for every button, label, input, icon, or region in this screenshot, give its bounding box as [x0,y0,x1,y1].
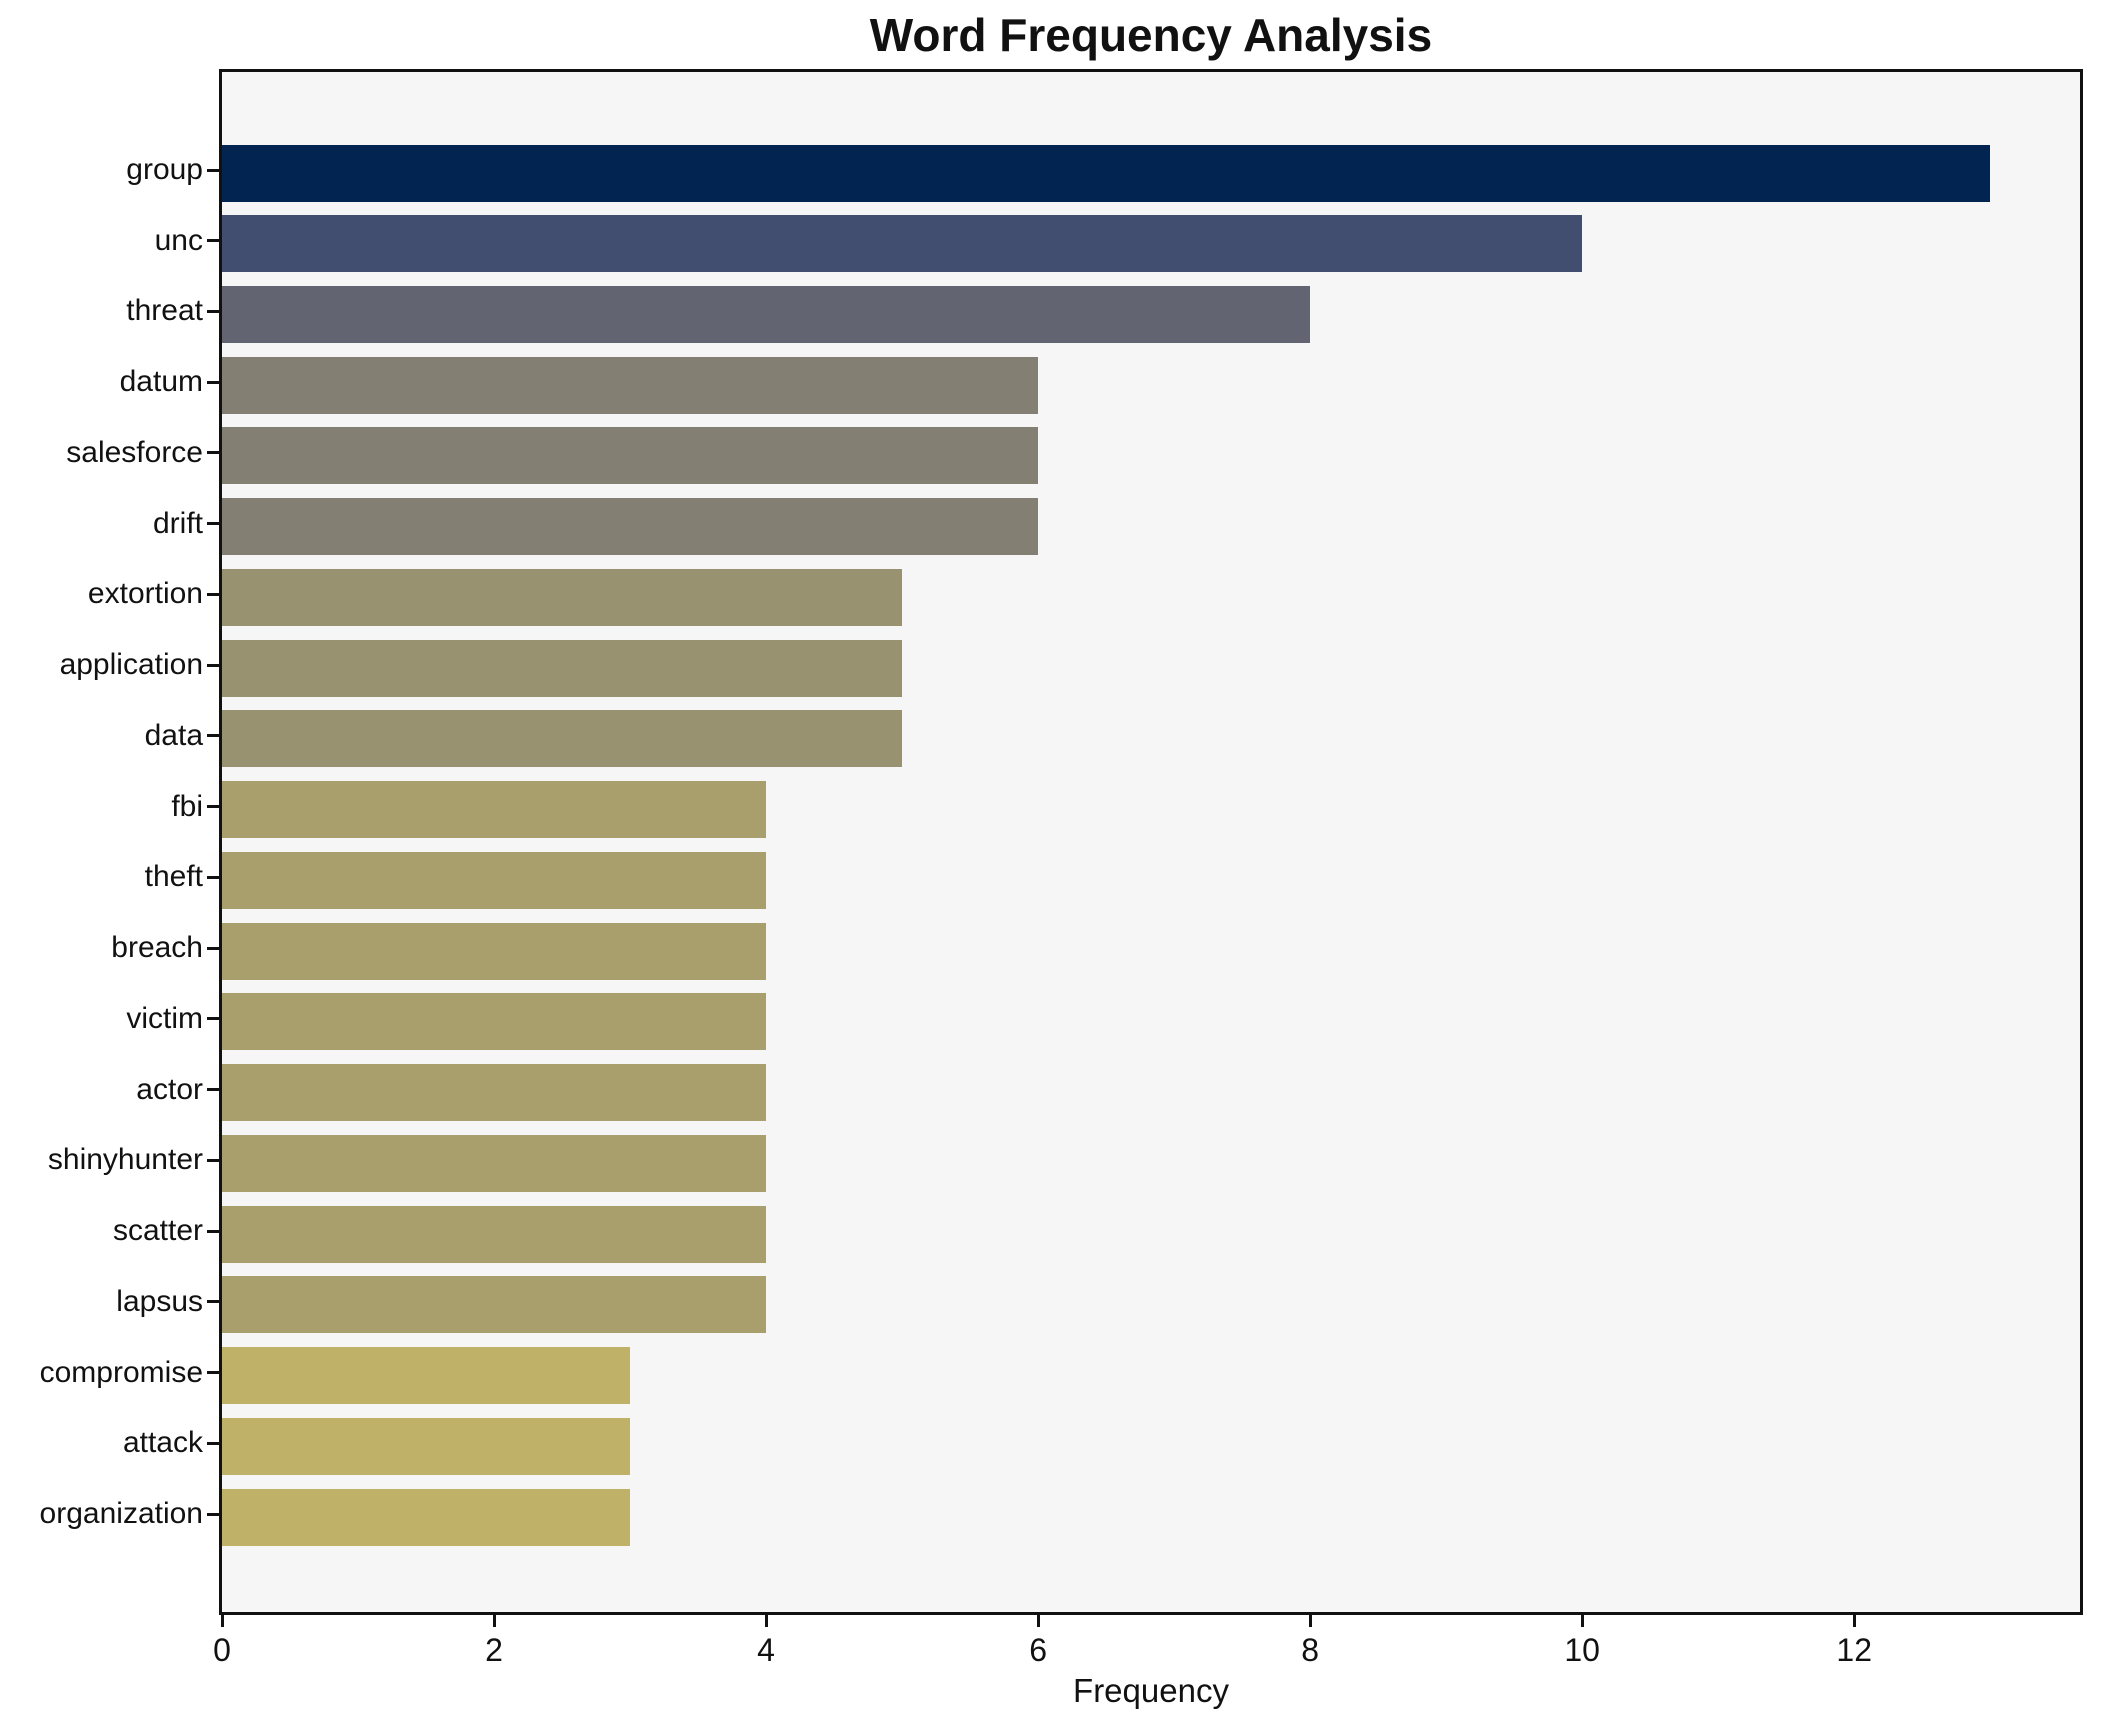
y-tick-mark [207,168,219,172]
y-tick-mark [207,663,219,667]
x-tick-label-4: 4 [757,1632,775,1668]
y-tick-label-attack: attack [122,1426,203,1460]
bar-salesforce [222,427,1038,485]
bar-actor [222,1064,766,1122]
y-tick-mark [207,239,219,243]
y-tick-mark [207,875,219,879]
bar-theft [222,851,766,909]
x-tick-mark [1580,1615,1584,1627]
x-axis-label: Frequency [1073,1672,1229,1709]
bar-breach [222,922,766,980]
y-tick-mark [207,1300,219,1304]
y-tick-mark [207,592,219,596]
bar-threat [222,285,1310,343]
bar-data [222,710,902,768]
y-tick-label-breach: breach [111,931,203,965]
y-tick-mark [207,805,219,809]
y-tick-label-extortion: extortion [87,577,203,611]
y-tick-label-scatter: scatter [112,1214,203,1248]
bar-fbi [222,781,766,839]
y-tick-mark [207,1088,219,1092]
x-tick-label-6: 6 [1029,1632,1047,1668]
bar-victim [222,993,766,1051]
y-tick-label-theft: theft [144,860,203,894]
y-tick-mark [207,1229,219,1233]
x-tick-mark [1308,1615,1312,1627]
y-tick-label-application: application [59,648,203,682]
y-tick-mark [207,1158,219,1162]
x-tick-mark [492,1615,496,1627]
y-tick-mark [207,1441,219,1445]
bar-attack [222,1417,630,1475]
y-tick-mark [207,522,219,526]
x-tick-label-2: 2 [485,1632,503,1668]
y-tick-mark [207,946,219,950]
y-tick-label-fbi: fbi [171,789,203,823]
bar-drift [222,498,1038,556]
bar-compromise [222,1347,630,1405]
y-tick-mark [207,380,219,384]
x-tick-mark [220,1615,224,1627]
y-tick-label-compromise: compromise [39,1355,203,1389]
bar-extortion [222,568,902,626]
y-tick-label-data: data [144,718,203,752]
y-tick-label-unc: unc [154,223,203,257]
plot-area [219,69,2083,1615]
x-tick-mark [1036,1615,1040,1627]
y-tick-mark [207,1371,219,1375]
x-tick-label-0: 0 [213,1632,231,1668]
y-tick-label-salesforce: salesforce [66,435,203,469]
y-tick-label-group: group [126,153,203,186]
y-tick-label-drift: drift [152,506,203,540]
y-tick-label-actor: actor [136,1072,203,1106]
bar-group [222,144,1990,202]
y-tick-label-organization: organization [39,1497,203,1531]
y-tick-mark [207,734,219,738]
y-tick-mark [207,1017,219,1021]
y-tick-label-threat: threat [126,294,203,328]
x-tick-mark [764,1615,768,1627]
x-tick-label-10: 10 [1564,1632,1600,1668]
y-tick-mark [207,451,219,455]
y-tick-mark [207,309,219,313]
y-tick-label-victim: victim [126,1001,203,1035]
x-tick-label-8: 8 [1301,1632,1320,1668]
bar-scatter [222,1205,766,1263]
bar-datum [222,356,1038,414]
x-tick-label-12: 12 [1836,1632,1872,1668]
bar-lapsus [222,1276,766,1334]
bar-application [222,639,902,697]
y-tick-mark [207,1512,219,1516]
bar-unc [222,215,1582,273]
y-tick-label-shinyhunter: shinyhunter [47,1143,203,1177]
chart-title: Word Frequency Analysis [869,9,1433,61]
x-tick-mark [1852,1615,1856,1627]
y-tick-label-lapsus: lapsus [116,1284,203,1318]
bar-organization [222,1488,630,1546]
bar-shinyhunter [222,1134,766,1192]
y-tick-label-datum: datum [119,365,203,399]
